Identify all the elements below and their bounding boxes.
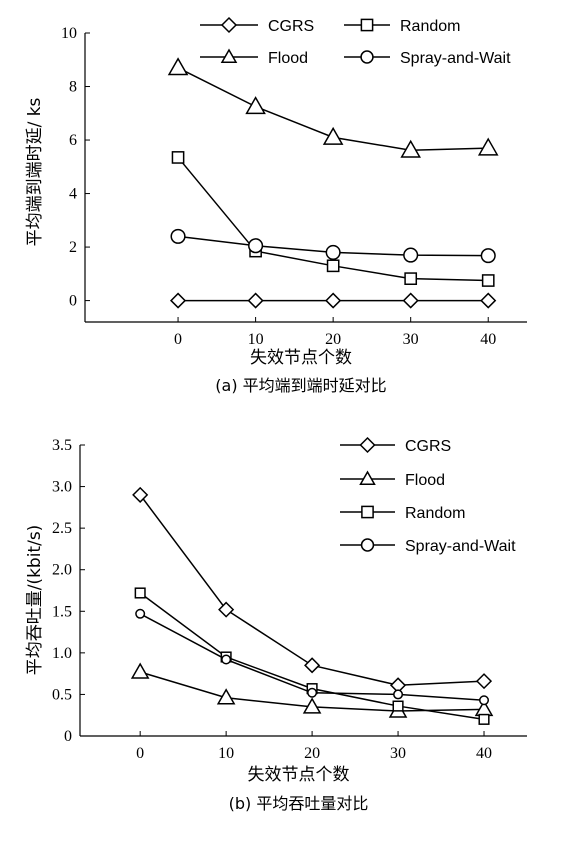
legend: CGRS Flood Random Spray-and-Wait	[340, 436, 516, 555]
x-tick-label: 20	[304, 745, 320, 762]
data-point-random	[326, 259, 340, 273]
y-axis-title: 平均吞吐量/(kbit/s)	[25, 525, 45, 676]
x-tick-label: 30	[403, 331, 419, 348]
y-tick-label: 4	[69, 186, 77, 203]
data-point-flood	[322, 126, 344, 145]
figure-caption: (a) 平均端到端时延对比	[215, 376, 386, 395]
legend-marker	[220, 48, 238, 63]
data-point-flood	[130, 662, 150, 679]
data-point-random	[171, 151, 185, 164]
data-point-flood	[167, 57, 189, 76]
legend-label: Random	[400, 18, 460, 35]
chart-panel-a: 0 2 4 6 8 10 0 10 20 30 40 CGRS Random Flood Spray-and…	[25, 16, 527, 395]
legend-label: CGRS	[405, 438, 451, 455]
y-tick-label: 1.0	[52, 645, 72, 662]
y-tick-label: 8	[69, 79, 77, 96]
data-point-flood	[302, 697, 322, 714]
x-tick-label: 10	[218, 745, 234, 762]
legend-marker	[220, 16, 238, 34]
y-tick-label: 0.5	[52, 686, 72, 703]
data-point-flood	[245, 96, 266, 115]
legend-label: Spray-and-Wait	[405, 538, 516, 555]
data-point-random	[134, 587, 146, 599]
x-tick-label: 0	[174, 331, 182, 348]
chart-panel-b: 0 0.5 1.0 1.5 2.0 2.5 3.0 3.5 0 10 20 30 40 CGRS Flood…	[25, 436, 527, 813]
data-point-random	[404, 272, 418, 285]
legend-marker	[359, 470, 376, 485]
x-axis-title: 失效节点个数	[248, 765, 350, 785]
legend: CGRS Random Flood Spray-and-Wait	[200, 16, 511, 67]
legend-marker	[361, 505, 374, 519]
data-point-flood	[477, 137, 499, 156]
y-tick-label: 3.0	[52, 479, 72, 496]
x-tick-label: 40	[480, 331, 496, 348]
legend-label: Flood	[268, 50, 308, 67]
data-point-spray-and-wait	[135, 608, 146, 619]
y-tick-label: 0	[64, 728, 72, 745]
data-point-random	[392, 700, 404, 712]
x-tick-label: 0	[136, 745, 144, 762]
data-point-spray-and-wait	[248, 238, 264, 254]
data-point-cgrs	[304, 657, 321, 674]
data-point-spray-and-wait	[403, 247, 419, 263]
legend-marker	[359, 436, 376, 454]
y-tick-label: 2.0	[52, 562, 72, 579]
y-tick-label: 0	[69, 293, 77, 310]
x-tick-label: 20	[325, 331, 341, 348]
data-point-cgrs	[218, 601, 235, 618]
figure-caption: (b) 平均吞吐量对比	[229, 794, 369, 813]
data-point-flood	[216, 688, 236, 705]
data-point-cgrs	[247, 292, 264, 309]
data-point-cgrs	[132, 486, 149, 503]
data-point-spray-and-wait	[325, 244, 341, 260]
data-point-cgrs	[480, 292, 497, 309]
data-point-flood	[400, 139, 421, 158]
data-point-cgrs	[169, 292, 187, 309]
x-axis-title: 失效节点个数	[250, 348, 352, 368]
x-tick-label: 40	[476, 745, 492, 762]
y-axis-title: 平均端到端时延/ ks	[25, 97, 45, 246]
data-point-spray-and-wait	[479, 695, 490, 706]
data-point-spray-and-wait	[170, 228, 186, 244]
data-point-spray-and-wait	[307, 687, 318, 698]
legend-label: Spray-and-Wait	[400, 50, 511, 67]
legend-label: Flood	[405, 472, 445, 489]
series-line-cgrs	[139, 494, 485, 687]
y-tick-label: 3.5	[52, 437, 72, 454]
data-point-cgrs	[325, 292, 342, 309]
legend-marker	[360, 50, 374, 64]
legend-label: Random	[405, 505, 465, 522]
y-tick-label: 2.5	[52, 520, 72, 537]
data-point-cgrs	[402, 292, 419, 309]
x-tick-label: 30	[390, 745, 406, 762]
data-point-random	[478, 713, 490, 725]
data-point-spray-and-wait	[393, 689, 404, 700]
data-point-random	[481, 274, 495, 287]
legend-marker	[360, 18, 374, 32]
data-point-cgrs	[475, 673, 493, 690]
y-tick-label: 2	[69, 239, 77, 256]
x-tick-label: 10	[248, 331, 264, 348]
data-point-spray-and-wait	[480, 248, 496, 264]
y-tick-label: 1.5	[52, 603, 72, 620]
y-tick-label: 10	[61, 25, 77, 42]
legend-marker	[360, 538, 375, 552]
legend-label: CGRS	[268, 18, 314, 35]
data-point-spray-and-wait	[221, 654, 232, 665]
y-tick-label: 6	[69, 132, 77, 149]
